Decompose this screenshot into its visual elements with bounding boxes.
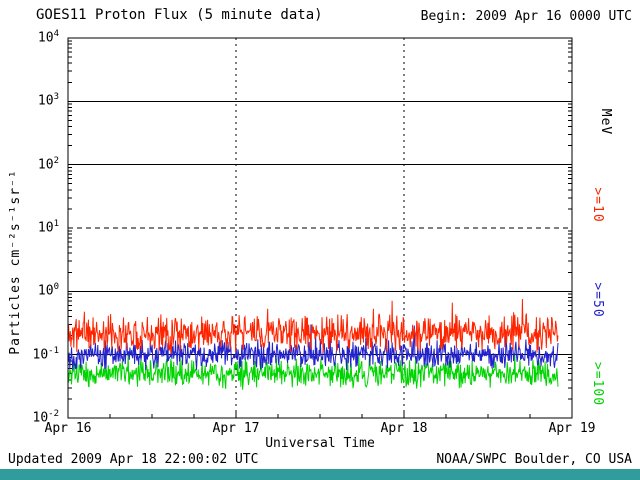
y-tick-label: 101 — [37, 219, 59, 236]
x-tick-label: Apr 19 — [548, 421, 596, 436]
x-tick-label: Apr 18 — [380, 421, 428, 436]
y-tick-label: 10-2 — [32, 409, 60, 426]
series-label-ge100: >=100 — [590, 361, 605, 407]
y-tick-label: 104 — [37, 29, 59, 46]
x-axis-label: Universal Time — [265, 436, 375, 451]
x-tick-label: Apr 16 — [44, 421, 92, 436]
series-label-ge50: >=50 — [590, 282, 605, 318]
updated-timestamp: Updated 2009 Apr 18 22:00:02 UTC — [8, 452, 259, 467]
y-tick-label: 10-1 — [32, 345, 60, 363]
begin-timestamp: Begin: 2009 Apr 16 0000 UTC — [420, 9, 632, 24]
y-axis-label: Particles cm⁻²s⁻¹sr⁻¹ — [8, 169, 23, 355]
series-label-ge10: >=10 — [590, 187, 605, 223]
right-axis-unit-label: MeV — [598, 108, 613, 136]
credit-text: NOAA/SWPC Boulder, CO USA — [436, 452, 632, 467]
y-tick-label: 100 — [37, 282, 59, 299]
y-tick-label: 103 — [37, 92, 59, 109]
x-tick-label: Apr 17 — [212, 421, 260, 436]
footer-bar — [0, 469, 640, 480]
y-tick-label: 102 — [37, 155, 59, 173]
chart-title: GOES11 Proton Flux (5 minute data) — [36, 7, 323, 23]
